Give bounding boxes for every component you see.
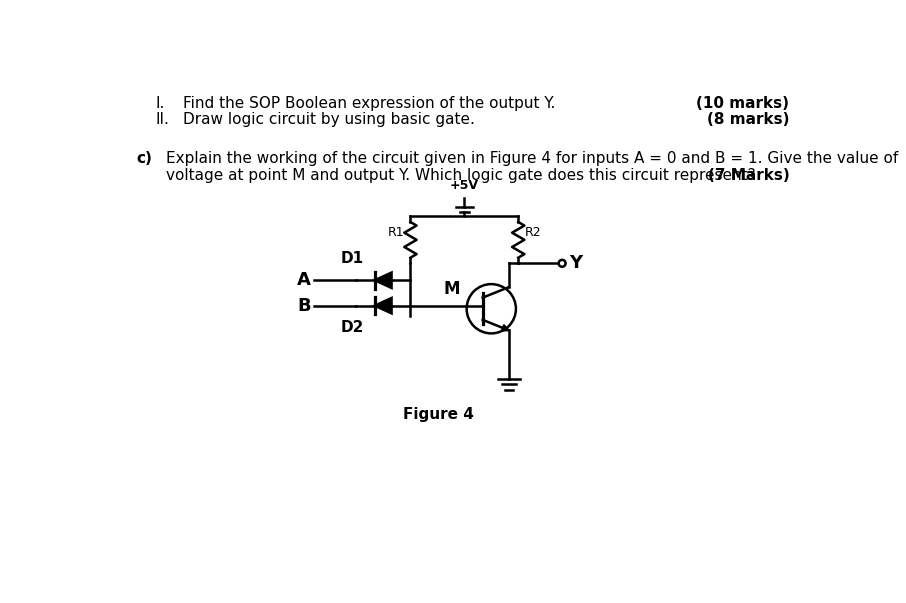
Text: D2: D2 bbox=[341, 320, 363, 335]
Text: +5V: +5V bbox=[449, 178, 479, 192]
Text: Figure 4: Figure 4 bbox=[403, 407, 475, 422]
Polygon shape bbox=[374, 273, 391, 288]
Text: c): c) bbox=[136, 151, 152, 166]
Text: I.: I. bbox=[156, 96, 165, 111]
Text: (10 marks): (10 marks) bbox=[697, 96, 789, 111]
Text: Find the SOP Boolean expression of the output Y.: Find the SOP Boolean expression of the o… bbox=[183, 96, 555, 111]
Text: Explain the working of the circuit given in Figure 4 for inputs A = 0 and B = 1.: Explain the working of the circuit given… bbox=[166, 151, 898, 166]
Text: Draw logic circuit by using basic gate.: Draw logic circuit by using basic gate. bbox=[183, 112, 475, 127]
Text: A: A bbox=[297, 271, 311, 289]
Polygon shape bbox=[374, 298, 391, 314]
Text: R2: R2 bbox=[525, 226, 541, 239]
Polygon shape bbox=[501, 324, 509, 331]
Text: (7 Marks): (7 Marks) bbox=[708, 168, 789, 183]
Text: D1: D1 bbox=[341, 251, 363, 267]
Text: B: B bbox=[297, 297, 311, 315]
Text: II.: II. bbox=[156, 112, 169, 127]
Text: R1: R1 bbox=[388, 226, 404, 239]
Text: Y: Y bbox=[569, 254, 583, 273]
Text: M: M bbox=[444, 280, 460, 298]
Text: (8 marks): (8 marks) bbox=[707, 112, 789, 127]
Text: voltage at point M and output Y. Which logic gate does this circuit represent?: voltage at point M and output Y. Which l… bbox=[166, 168, 756, 183]
